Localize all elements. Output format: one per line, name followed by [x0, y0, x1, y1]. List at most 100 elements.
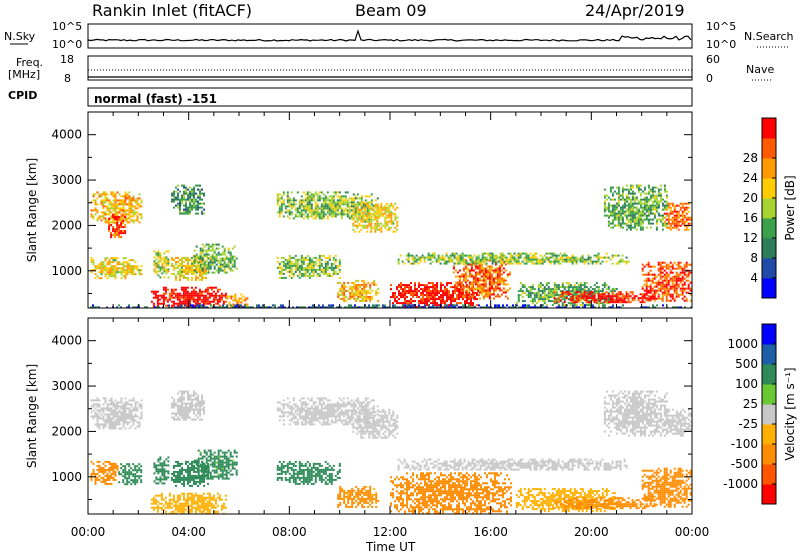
data-cell: [611, 297, 614, 300]
data-cell: [565, 286, 568, 289]
data-cell: [346, 201, 349, 204]
data-cell: [343, 287, 346, 290]
data-cell: [356, 216, 359, 219]
data-cell: [353, 285, 356, 288]
data-cell: [226, 297, 229, 300]
data-cell: [223, 249, 226, 252]
data-cell: [500, 273, 503, 276]
data-cell: [322, 207, 325, 210]
data-cell: [398, 298, 400, 301]
data-cell: [154, 292, 157, 295]
data-cell: [472, 275, 475, 278]
data-cell: [162, 288, 165, 291]
data-cell: [316, 199, 319, 202]
data-cell: [130, 259, 133, 262]
data-cell: [378, 210, 381, 213]
data-cell: [480, 287, 483, 290]
data-cell: [357, 297, 360, 300]
data-cell: [382, 224, 385, 227]
data-cell: [374, 304, 376, 307]
data-cell: [372, 208, 375, 211]
data-cell: [185, 276, 187, 279]
data-cell: [524, 306, 526, 308]
data-cell: [278, 262, 281, 265]
data-cell: [278, 276, 281, 279]
data-cell: [663, 206, 666, 209]
data-cell: [346, 205, 349, 208]
data-cell: [583, 297, 586, 300]
data-cell: [96, 217, 99, 220]
data-cell: [376, 220, 379, 223]
data-cell: [553, 301, 556, 304]
data-cell: [611, 214, 614, 217]
data-cell: [617, 224, 620, 227]
data-cell: [408, 288, 410, 291]
data-cell: [659, 184, 662, 187]
data-cell: [621, 198, 624, 201]
data-cell: [643, 297, 646, 300]
data-cell: [314, 268, 317, 271]
data-cell: [324, 195, 327, 198]
data-cell: [651, 186, 654, 189]
data-cell: [687, 228, 690, 231]
data-cell: [310, 258, 313, 261]
data-cell: [196, 302, 199, 305]
data-cell: [677, 273, 680, 276]
data-cell: [462, 269, 465, 272]
data-cell: [96, 306, 98, 308]
data-cell: [374, 214, 377, 217]
data-cell: [647, 190, 650, 193]
data-cell: [587, 297, 590, 300]
data-cell: [587, 301, 590, 304]
data-cell: [110, 236, 113, 239]
data-cell: [209, 245, 212, 248]
data-cell: [340, 217, 343, 220]
data-cell: [189, 204, 191, 207]
data-cell: [157, 266, 160, 269]
data-cell: [440, 304, 442, 307]
data-cell: [242, 295, 245, 298]
data-cell: [159, 256, 162, 259]
data-cell: [350, 199, 353, 202]
data-cell: [406, 284, 408, 287]
data-cell: [94, 203, 97, 206]
data-cell: [318, 266, 321, 269]
data-cell: [188, 304, 191, 307]
data-cell: [559, 286, 562, 289]
data-cell: [172, 290, 175, 293]
data-cell: [396, 228, 399, 231]
data-cell: [120, 216, 123, 219]
data-cell: [112, 265, 115, 268]
data-cell: [288, 268, 291, 271]
data-cell: [472, 292, 474, 295]
data-cell: [621, 226, 624, 229]
data-cell: [212, 296, 215, 299]
data-cell: [561, 291, 564, 294]
data-cell: [192, 300, 195, 303]
data-cell: [203, 208, 205, 211]
data-cell: [625, 297, 628, 300]
data-cell: [340, 199, 343, 202]
data-cell: [330, 268, 333, 271]
data-cell: [625, 218, 628, 221]
data-cell: [481, 258, 484, 261]
data-cell: [671, 216, 674, 219]
data-cell: [182, 302, 185, 305]
data-cell: [132, 306, 134, 308]
data-cell: [404, 300, 406, 303]
data-cell: [482, 287, 485, 290]
data-cell: [304, 197, 307, 200]
data-cell: [641, 212, 644, 215]
data-cell: [365, 299, 368, 302]
data-cell: [687, 216, 690, 219]
data-cell: [581, 256, 584, 259]
data-cell: [681, 218, 684, 221]
data-cell: [124, 230, 127, 233]
data-cell: [621, 208, 624, 211]
data-cell: [130, 197, 133, 200]
data-cell: [601, 293, 604, 296]
data-cell: [466, 287, 469, 290]
data-cell: [343, 281, 346, 284]
data-cell: [519, 290, 522, 293]
data-cell: [647, 261, 650, 264]
